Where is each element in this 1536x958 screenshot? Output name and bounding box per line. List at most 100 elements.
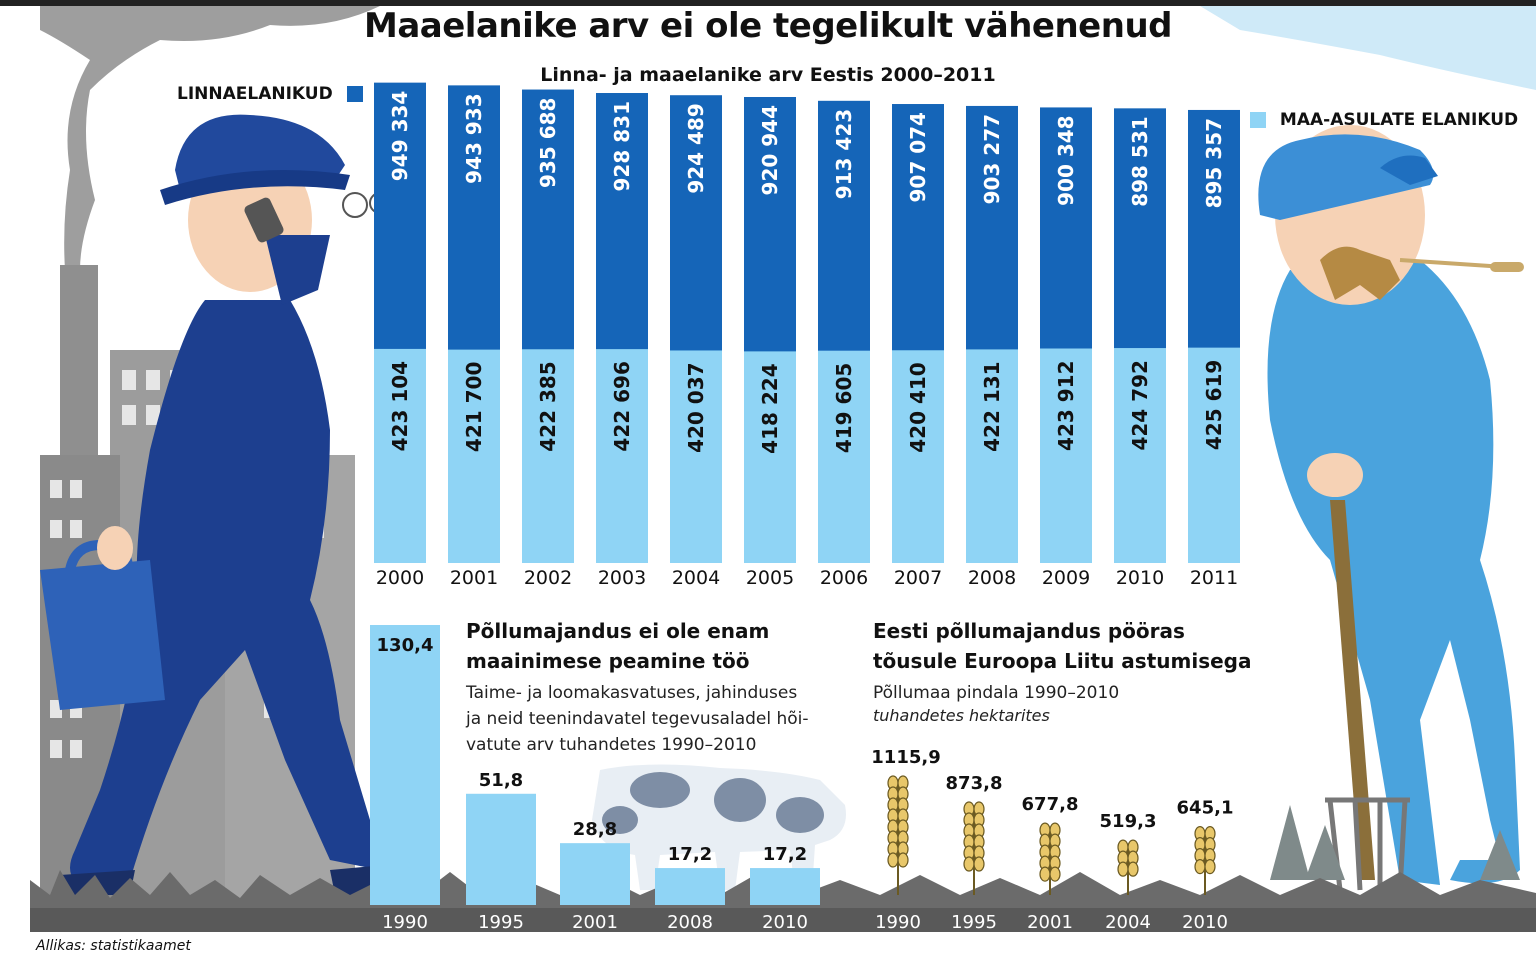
employment-desc-line1: Taime- ja loomakasvatuses, jahinduses [466,683,798,703]
urban-value-label: 907 074 [906,112,930,202]
employment-bar [750,868,820,905]
land-year-label: 2001 [1027,912,1073,933]
wheat-grain [1194,859,1206,875]
employment-year-label: 2010 [762,912,808,933]
employment-title-line2: maainimese peamine töö [466,649,750,673]
urban-value-label: 900 348 [1054,115,1078,205]
rural-value-label: 425 619 [1202,360,1226,450]
land-value-label: 677,8 [1022,794,1079,815]
employment-title-line1: Põllumajandus ei ole enam [466,619,770,643]
land-year-label: 2004 [1105,912,1151,933]
rural-bar [1188,347,1240,563]
urban-value-label: 928 831 [610,101,634,191]
wheat-grain [897,852,909,868]
year-tick-label: 2005 [746,567,794,589]
employment-year-label: 2001 [572,912,618,933]
year-tick-label: 2007 [894,567,942,589]
rural-value-label: 420 037 [684,362,708,452]
urban-value-label: 949 334 [388,91,412,181]
year-tick-label: 2010 [1116,567,1164,589]
land-value-label: 1115,9 [871,747,940,768]
land-year-label: 2010 [1182,912,1228,933]
rural-value-label: 418 224 [758,363,782,453]
rural-bar [1040,348,1092,563]
employment-section: Põllumajandus ei ole enam maainimese pea… [466,616,809,758]
rural-value-label: 422 385 [536,361,560,451]
employment-desc-line3: vatute arv tuhandetes 1990–2010 [466,735,757,755]
legend-urban: LINNAELANIKUD [177,84,363,104]
rural-bar [596,349,648,563]
employment-year-label: 2008 [667,912,713,933]
employment-year-label: 1995 [478,912,524,933]
rural-bar [892,350,944,563]
year-tick-label: 2006 [820,567,868,589]
main-chart-title: Linna- ja maaelanike arv Eestis 2000–201… [540,64,996,86]
employment-year-label: 1990 [382,912,428,933]
urban-value-label: 935 688 [536,98,560,188]
rural-bar [448,349,500,563]
urban-value-label: 920 944 [758,105,782,195]
page-title: Maaelanike arv ei ole tegelikult vähenen… [364,6,1172,46]
employment-value-label: 17,2 [668,844,712,865]
employment-bar [466,793,536,905]
rural-bar [670,350,722,563]
legend-rural-label: MAA-ASULATE ELANIKUD [1279,110,1519,130]
employment-value-label: 51,8 [479,770,523,791]
year-tick-label: 2004 [672,567,720,589]
land-title-line2: tõusule Euroopa Liitu astumisega [873,649,1252,673]
land-title-line1: Eesti põllumajandus pööras [873,619,1185,643]
legend-urban-label: LINNAELANIKUD [177,84,333,104]
wheat-grain [1117,861,1129,877]
urban-value-label: 913 423 [832,109,856,199]
legend-rural-swatch [1250,112,1266,128]
year-tick-label: 2000 [376,567,424,589]
land-value-label: 645,1 [1177,798,1234,819]
rural-bar [1114,348,1166,563]
rural-value-label: 422 696 [610,361,634,451]
rural-value-label: 423 104 [388,361,412,451]
year-tick-label: 2008 [968,567,1016,589]
rural-value-label: 419 605 [832,363,856,453]
employment-value-label: 28,8 [573,819,617,840]
wheat-grain [973,856,985,872]
employment-bar [655,868,725,905]
wheat-grain [963,856,975,872]
urban-value-label: 903 277 [980,114,1004,204]
year-tick-label: 2009 [1042,567,1090,589]
rural-bar [522,349,574,563]
wheat-grain [1039,866,1051,882]
land-unit: tuhandetes hektarites [873,706,1050,725]
land-section: Eesti põllumajandus pööras tõusule Euroo… [873,616,1251,725]
urban-value-label: 924 489 [684,103,708,193]
land-desc-line1: Põllumaa pindala 1990–2010 [873,683,1120,703]
year-tick-label: 2001 [450,567,498,589]
urban-value-label: 898 531 [1128,116,1152,206]
rural-value-label: 423 912 [1054,361,1078,451]
rural-value-label: 420 410 [906,362,930,452]
wheat-grain [1049,866,1061,882]
employment-value-label: 17,2 [763,844,807,865]
land-value-label: 873,8 [946,773,1003,794]
employment-bar [560,843,630,905]
legend-rural: MAA-ASULATE ELANIKUD [1250,110,1518,130]
wheat-grain [1127,861,1139,877]
rural-bar [818,350,870,563]
rural-bar [744,351,796,563]
rural-value-label: 421 700 [462,362,486,452]
year-tick-label: 2002 [524,567,572,589]
wheat-grain [887,852,899,868]
rural-bar [966,349,1018,563]
employment-value-label: 130,4 [377,635,434,656]
land-value-label: 519,3 [1100,811,1157,832]
land-year-label: 1995 [951,912,997,933]
employment-bar [370,625,440,905]
legend-urban-swatch [346,86,363,102]
wheat-grain [1204,859,1216,875]
rural-value-label: 424 792 [1128,360,1152,450]
employment-desc-line2: ja neid teenindavatel tegevusaladel hõi- [466,709,809,729]
year-tick-label: 2011 [1190,567,1238,589]
year-tick-label: 2003 [598,567,646,589]
source-note: Allikas: statistikaamet [36,938,191,954]
